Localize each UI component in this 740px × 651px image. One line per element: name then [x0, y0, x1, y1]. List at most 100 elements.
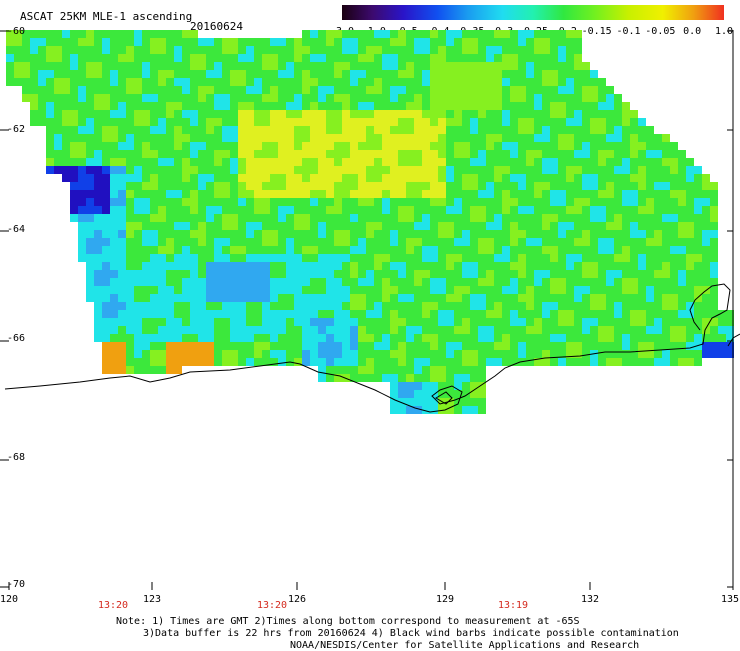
wind-cell: [150, 342, 158, 350]
wind-cell: [462, 246, 470, 254]
wind-cell: [374, 198, 382, 206]
wind-cell: [670, 326, 678, 334]
wind-cell: [254, 158, 262, 166]
wind-cell: [478, 190, 486, 198]
wind-cell: [246, 206, 254, 214]
wind-cell: [550, 62, 558, 70]
wind-cell: [86, 102, 94, 110]
wind-cell: [438, 158, 446, 166]
wind-cell: [518, 238, 526, 246]
wind-cell: [166, 166, 174, 174]
wind-cell: [518, 110, 526, 118]
wind-cell: [374, 158, 382, 166]
wind-cell: [398, 366, 406, 374]
wind-cell: [222, 150, 230, 158]
wind-cell: [310, 78, 318, 86]
wind-cell: [398, 238, 406, 246]
wind-cell: [102, 86, 110, 94]
wind-cell: [6, 78, 14, 86]
wind-cell: [526, 222, 534, 230]
wind-cell: [374, 150, 382, 158]
wind-cell: [110, 174, 118, 182]
wind-cell: [78, 86, 86, 94]
wind-cell: [598, 158, 606, 166]
wind-cell: [78, 182, 86, 190]
wind-cell: [278, 222, 286, 230]
wind-cell: [78, 190, 86, 198]
wind-cell: [462, 206, 470, 214]
wind-cell: [494, 190, 502, 198]
wind-cell: [430, 382, 438, 390]
wind-cell: [478, 302, 486, 310]
wind-cell: [134, 46, 142, 54]
wind-cell: [382, 262, 390, 270]
wind-cell: [118, 62, 126, 70]
wind-cell: [438, 62, 446, 70]
wind-cell: [294, 54, 302, 62]
wind-cell: [262, 254, 270, 262]
wind-cell: [582, 126, 590, 134]
wind-cell: [86, 270, 94, 278]
wind-cell: [102, 302, 110, 310]
wind-cell: [110, 334, 118, 342]
wind-cell: [486, 142, 494, 150]
wind-cell: [270, 54, 278, 62]
wind-cell: [262, 94, 270, 102]
lon-label-126: 126: [287, 594, 307, 605]
wind-cell: [502, 254, 510, 262]
wind-cell: [254, 190, 262, 198]
wind-cell: [390, 366, 398, 374]
wind-cell: [526, 230, 534, 238]
wind-cell: [134, 270, 142, 278]
wind-cell: [406, 214, 414, 222]
wind-cell: [206, 94, 214, 102]
wind-cell: [142, 270, 150, 278]
wind-cell: [550, 246, 558, 254]
wind-cell: [262, 78, 270, 86]
wind-cell: [318, 222, 326, 230]
wind-cell: [574, 342, 582, 350]
wind-cell: [574, 94, 582, 102]
wind-cell: [446, 222, 454, 230]
wind-cell: [318, 374, 326, 382]
wind-cell: [86, 142, 94, 150]
wind-cell: [126, 182, 134, 190]
wind-cell: [574, 278, 582, 286]
wind-cell: [462, 86, 470, 94]
wind-cell: [518, 150, 526, 158]
wind-cell: [86, 214, 94, 222]
wind-cell: [590, 286, 598, 294]
wind-cell: [262, 334, 270, 342]
wind-cell: [246, 278, 254, 286]
wind-cell: [422, 126, 430, 134]
wind-cell: [254, 254, 262, 262]
wind-cell: [558, 134, 566, 142]
wind-cell: [438, 86, 446, 94]
wind-cell: [302, 166, 310, 174]
wind-cell: [62, 54, 70, 62]
wind-cell: [254, 286, 262, 294]
wind-cell: [118, 350, 126, 358]
wind-cell: [118, 262, 126, 270]
wind-cell: [230, 190, 238, 198]
wind-cell: [62, 174, 70, 182]
wind-cell: [638, 206, 646, 214]
wind-cell: [550, 158, 558, 166]
wind-cell: [486, 174, 494, 182]
wind-cell: [366, 238, 374, 246]
wind-cell: [46, 46, 54, 54]
wind-cell: [382, 206, 390, 214]
wind-cell: [6, 62, 14, 70]
wind-cell: [302, 198, 310, 206]
wind-cell: [486, 150, 494, 158]
wind-cell: [438, 134, 446, 142]
wind-cell: [134, 118, 142, 126]
wind-cell: [382, 214, 390, 222]
wind-cell: [510, 70, 518, 78]
wind-cell: [270, 334, 278, 342]
wind-cell: [206, 190, 214, 198]
wind-cell: [390, 254, 398, 262]
wind-cell: [190, 254, 198, 262]
wind-cell: [342, 318, 350, 326]
wind-cell: [206, 230, 214, 238]
